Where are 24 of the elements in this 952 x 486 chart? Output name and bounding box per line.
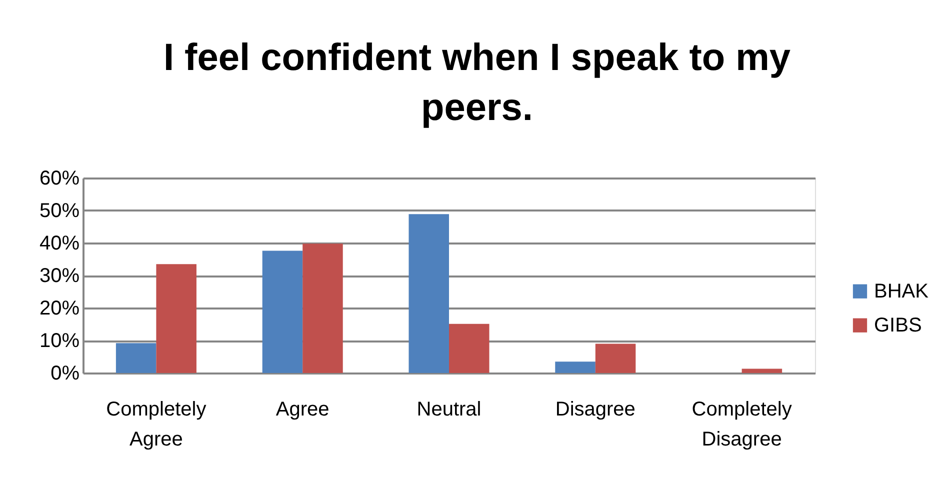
bar (408, 214, 449, 373)
bar (262, 250, 303, 373)
bar (742, 368, 782, 373)
legend-label: BHAK (874, 280, 930, 302)
y-tick-label: 40% (39, 232, 80, 254)
legend-label: GIBS (874, 314, 922, 336)
x-tick-label: Agree (276, 398, 330, 420)
bar (116, 343, 156, 373)
y-tick-label: 30% (39, 265, 80, 287)
x-tick-label: Neutral (416, 398, 482, 420)
bar (449, 324, 490, 373)
chart-title: I feel confident when I speak to my peers. (163, 37, 791, 129)
x-tick-label: Disagree (555, 398, 636, 420)
bar (555, 362, 596, 373)
y-tick-label: 20% (39, 298, 80, 320)
y-tick-label: 0% (50, 362, 80, 384)
x-tick-label: Completely Disagree (692, 398, 792, 450)
x-tick-label: Completely Agree (106, 398, 206, 450)
y-tick-label: 60% (39, 168, 80, 190)
y-tick-label: 10% (39, 330, 80, 352)
bar (156, 264, 196, 373)
bar (302, 244, 343, 373)
y-tick-label: 50% (39, 200, 80, 222)
bar (595, 344, 636, 373)
